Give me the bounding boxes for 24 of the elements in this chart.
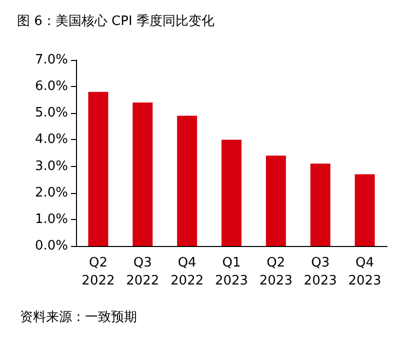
x-tick-label: Q2 2022 [82, 256, 115, 288]
bar [354, 174, 375, 246]
bar [88, 92, 108, 246]
y-tick-label: 0.0% [34, 238, 68, 254]
chart-title: 图 6：美国核心 CPI 季度同比变化 [17, 13, 214, 29]
x-tick-label: Q3 2022 [126, 256, 160, 288]
text: 资料来源：一致预期 [20, 310, 137, 325]
bar [132, 102, 153, 246]
y-tick-label: 2.0% [34, 185, 68, 200]
y-tick-label: 3.0% [34, 158, 68, 174]
x-tick-label: Q2 2023 [259, 256, 292, 288]
y-tick-label: 6.0% [34, 79, 68, 94]
y-tick-label: 4.0% [34, 132, 68, 148]
x-tick-label: Q3 2023 [304, 256, 337, 288]
y-tick-label: 1.0% [34, 212, 68, 227]
x-tick-label: Q4 2023 [348, 256, 382, 288]
x-tick-label: Q4 2022 [170, 256, 204, 288]
x-tick-label: Q1 2023 [214, 256, 248, 288]
bar [266, 156, 286, 246]
bar [222, 140, 242, 246]
y-tick-label: 7.0% [34, 52, 68, 68]
bar [177, 116, 198, 246]
bar [310, 164, 330, 246]
y-tick-label: 5.0% [34, 106, 68, 121]
